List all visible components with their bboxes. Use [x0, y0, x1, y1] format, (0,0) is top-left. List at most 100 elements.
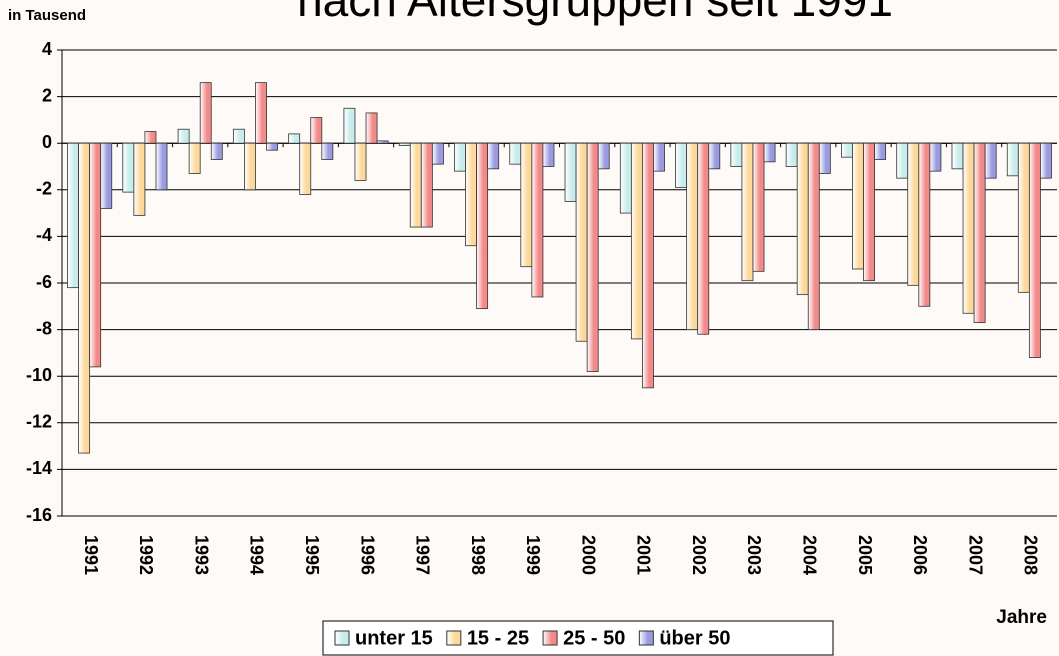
bar	[300, 143, 311, 194]
bar	[642, 143, 653, 388]
bar	[908, 143, 919, 285]
bar	[864, 143, 875, 280]
bar	[687, 143, 698, 329]
bar	[178, 129, 189, 143]
bar	[521, 143, 532, 266]
x-tick-label: 1996	[357, 535, 377, 575]
bar	[653, 143, 664, 171]
x-tick-label: 1997	[413, 535, 433, 575]
x-axis-label: Jahre	[996, 607, 1047, 628]
bar	[963, 143, 974, 313]
bar	[897, 143, 908, 178]
bar	[841, 143, 852, 157]
bar	[466, 143, 477, 246]
bar	[488, 143, 499, 169]
bar	[477, 143, 488, 308]
bar	[145, 132, 156, 144]
y-tick-label: -12	[26, 412, 52, 432]
bar	[598, 143, 609, 169]
bar	[576, 143, 587, 341]
legend-label: über 50	[659, 627, 730, 649]
bar	[852, 143, 863, 269]
legend-label: 25 - 50	[563, 627, 625, 649]
x-tick-label: 1999	[523, 535, 543, 575]
bar	[919, 143, 930, 306]
x-tick-label: 1995	[302, 535, 322, 575]
bar	[432, 143, 443, 164]
legend-swatch	[543, 631, 557, 645]
y-tick-label: -6	[36, 272, 52, 292]
legend-swatch	[335, 631, 349, 645]
bar	[952, 143, 963, 169]
bar	[1029, 143, 1040, 357]
legend-label: unter 15	[355, 627, 433, 649]
bar	[454, 143, 465, 171]
x-tick-label: 2002	[689, 535, 709, 575]
bar	[631, 143, 642, 339]
bar	[797, 143, 808, 294]
bar	[267, 143, 278, 150]
bar	[156, 143, 167, 190]
bar	[731, 143, 742, 166]
x-tick-label: 2007	[965, 535, 985, 575]
x-tick-label: 1998	[468, 535, 488, 575]
x-tick-label: 2008	[1021, 535, 1041, 575]
x-tick-label: 2000	[578, 535, 598, 575]
y-tick-label: -14	[26, 458, 52, 478]
bar	[344, 108, 355, 143]
bar	[211, 143, 222, 159]
x-tick-label: 1991	[81, 535, 101, 575]
y-tick-label: -8	[36, 318, 52, 338]
bar	[676, 143, 687, 187]
bar	[808, 143, 819, 329]
bar	[510, 143, 521, 164]
legend: unter 15 15 - 25 25 - 50 über 50	[323, 621, 833, 655]
x-tick-label: 2001	[634, 535, 654, 575]
bar	[985, 143, 996, 178]
bar	[819, 143, 830, 173]
bar	[79, 143, 90, 453]
bar	[753, 143, 764, 271]
x-tick-label: 2005	[855, 535, 875, 575]
bar	[742, 143, 753, 280]
bar	[311, 118, 322, 144]
bar	[1018, 143, 1029, 292]
bar	[233, 129, 244, 143]
legend-swatch	[447, 631, 461, 645]
bar	[1007, 143, 1018, 176]
y-tick-label: 0	[42, 132, 52, 152]
bar	[930, 143, 941, 171]
y-tick-label: -2	[36, 179, 52, 199]
bar	[200, 83, 211, 144]
bar	[244, 143, 255, 190]
bar	[322, 143, 333, 159]
bar	[289, 134, 300, 143]
bar	[532, 143, 543, 297]
bar	[786, 143, 797, 166]
x-tick-label: 1994	[247, 535, 267, 575]
bar	[355, 143, 366, 180]
bar	[255, 83, 266, 144]
bar	[875, 143, 886, 159]
x-tick-label: 2003	[744, 535, 764, 575]
y-tick-label: -4	[36, 225, 52, 245]
y-tick-label: -10	[26, 365, 52, 385]
bar	[68, 143, 79, 287]
bar	[189, 143, 200, 173]
chart-title: nach Altersgruppen seit 1991	[297, 0, 893, 26]
bar	[764, 143, 775, 162]
bar	[587, 143, 598, 371]
x-tick-label: 2006	[910, 535, 930, 575]
x-tick-label: 2004	[800, 535, 820, 575]
bar	[543, 143, 554, 166]
bar	[709, 143, 720, 169]
y-tick-label: 4	[42, 39, 52, 59]
bar	[377, 141, 388, 143]
bar	[399, 143, 410, 145]
y-tick-label: -16	[26, 505, 52, 525]
y-axis-label: in Tausend	[8, 7, 86, 24]
legend-label: 15 - 25	[467, 627, 529, 649]
bar	[101, 143, 112, 208]
bar	[123, 143, 134, 192]
x-tick-label: 1992	[136, 535, 156, 575]
